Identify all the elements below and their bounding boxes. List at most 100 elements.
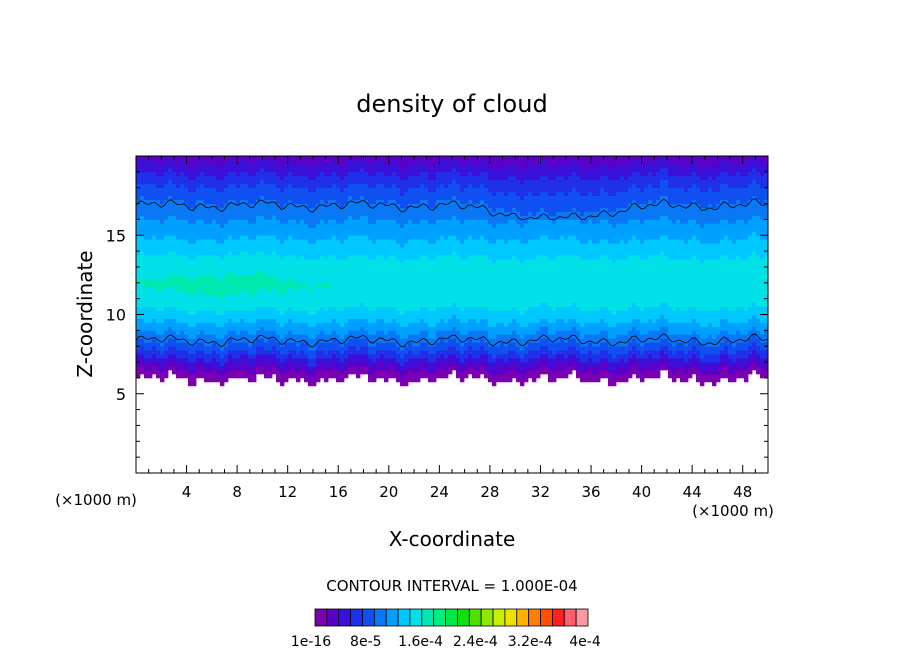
density-cell — [248, 219, 257, 224]
density-cell — [284, 239, 309, 244]
density-cell — [700, 342, 721, 347]
density-cell — [284, 290, 769, 296]
density-cell — [608, 306, 629, 311]
density-cell — [644, 306, 673, 311]
density-cell — [472, 373, 481, 379]
density-cell — [712, 334, 717, 339]
density-cell — [296, 278, 769, 284]
density-cell — [204, 290, 229, 296]
density-cell — [744, 377, 749, 383]
density-cell — [368, 354, 381, 359]
density-cell — [356, 366, 361, 371]
density-cell — [712, 175, 717, 181]
density-cell — [484, 235, 541, 240]
density-cell — [696, 338, 725, 343]
density-cell — [524, 259, 613, 264]
density-cell — [524, 179, 661, 185]
density-cell — [284, 163, 309, 169]
density-cell — [460, 369, 465, 375]
density-cell — [456, 179, 521, 185]
density-cell — [660, 156, 669, 161]
density-cell — [352, 195, 361, 200]
density-cell — [136, 179, 169, 185]
density-cell — [280, 163, 285, 169]
density-cell — [576, 187, 601, 193]
density-cell — [708, 366, 713, 371]
density-cell — [408, 175, 429, 181]
density-cell — [456, 314, 661, 319]
density-cell — [756, 302, 769, 307]
density-cell — [256, 306, 277, 311]
density-cell — [400, 354, 405, 359]
density-cell — [568, 366, 577, 371]
density-cell — [248, 354, 257, 359]
density-cell — [632, 338, 637, 343]
density-cell — [660, 346, 669, 351]
density-cell — [388, 199, 397, 204]
density-cell — [472, 346, 481, 351]
density-cell — [168, 156, 173, 161]
density-cell — [752, 350, 757, 355]
density-cell — [316, 366, 341, 371]
density-cell — [620, 163, 625, 169]
density-cell — [720, 369, 729, 375]
density-cell — [456, 167, 521, 173]
density-cell — [356, 373, 361, 379]
density-cell — [684, 342, 689, 347]
density-cell — [232, 318, 241, 323]
density-cell — [728, 199, 737, 204]
density-cell — [324, 219, 329, 224]
density-cell — [440, 183, 445, 189]
density-cell — [436, 358, 453, 363]
density-cell — [284, 175, 309, 181]
density-cell — [136, 262, 769, 268]
density-cell — [196, 350, 205, 355]
density-cell — [456, 369, 461, 375]
density-cell — [648, 171, 653, 177]
density-cell — [332, 318, 337, 323]
density-cell — [368, 377, 377, 383]
density-cell — [276, 235, 289, 240]
colorbar-swatch — [326, 608, 340, 627]
density-cell — [616, 373, 633, 379]
density-cell — [520, 358, 529, 363]
density-cell — [196, 310, 217, 315]
density-cell — [576, 318, 601, 323]
density-cell — [556, 362, 581, 367]
density-cell — [456, 373, 469, 379]
density-cell — [748, 183, 761, 189]
density-cell — [496, 322, 505, 327]
density-cell — [640, 350, 645, 355]
density-cell — [600, 306, 609, 311]
density-cell — [520, 366, 525, 371]
density-cell — [600, 358, 609, 363]
density-cell — [548, 366, 569, 371]
density-cell — [196, 358, 205, 363]
density-cell — [572, 302, 577, 307]
density-cell — [300, 286, 309, 292]
density-cell — [384, 255, 389, 260]
density-cell — [660, 183, 669, 189]
density-cell — [748, 235, 761, 240]
density-cell — [256, 215, 265, 220]
density-cell — [488, 306, 513, 311]
density-cell — [300, 255, 305, 260]
density-cell — [268, 338, 277, 343]
density-cell — [400, 191, 405, 197]
density-cell — [428, 334, 437, 339]
density-cell — [488, 255, 513, 260]
colorbar-swatch — [457, 608, 470, 627]
colorbar-label: 4e-4 — [569, 634, 601, 650]
density-cell — [644, 342, 673, 347]
x-tick-label: 20 — [379, 483, 398, 501]
density-cell — [592, 239, 601, 244]
density-cell — [376, 350, 397, 355]
density-cell — [536, 163, 549, 169]
density-cell — [756, 156, 769, 161]
density-cell — [308, 373, 317, 379]
density-cell — [324, 362, 333, 367]
density-cell — [256, 199, 277, 204]
density-cell — [308, 346, 317, 351]
density-cell — [240, 362, 249, 367]
